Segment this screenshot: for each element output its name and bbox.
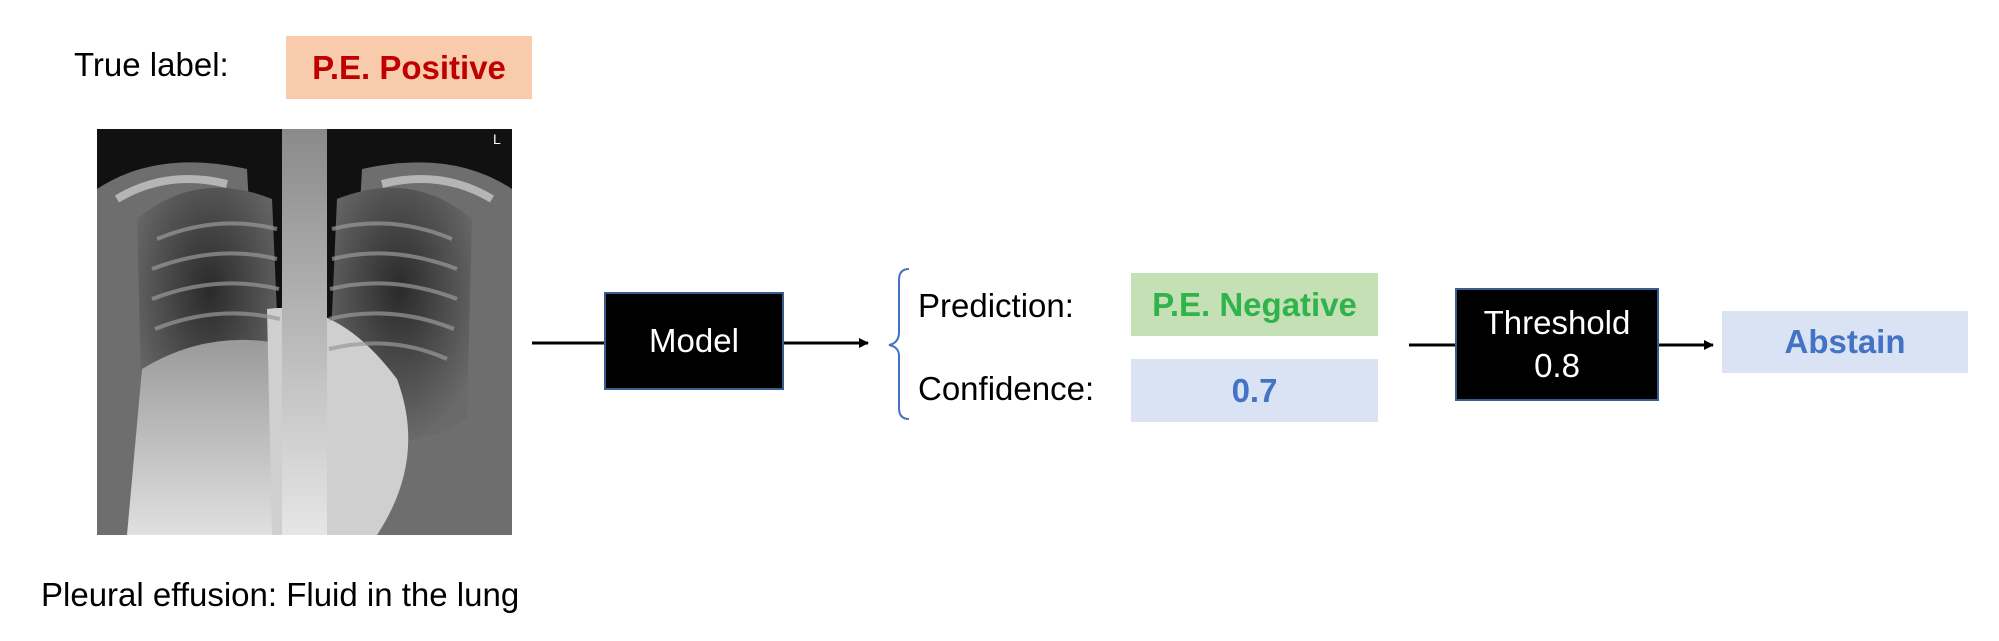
model-block: Model [604, 292, 784, 390]
decision-badge: Abstain [1722, 311, 1968, 373]
threshold-block: Threshold 0.8 [1455, 288, 1659, 401]
prediction-caption: Prediction: [918, 287, 1074, 324]
footer-caption: Pleural effusion: Fluid in the lung [41, 576, 520, 613]
threshold-label: Threshold [1483, 303, 1631, 341]
true-label-caption: True label: [74, 46, 229, 83]
threshold-value: 0.8 [1534, 346, 1580, 384]
true-label-badge: P.E. Positive [286, 36, 532, 99]
xray-orientation-marker: L [493, 131, 501, 147]
chest-xray-image: L [97, 129, 512, 535]
prediction-badge: P.E. Negative [1131, 273, 1378, 336]
output-brace [888, 268, 910, 420]
confidence-badge: 0.7 [1131, 359, 1378, 422]
confidence-caption: Confidence: [918, 370, 1095, 407]
